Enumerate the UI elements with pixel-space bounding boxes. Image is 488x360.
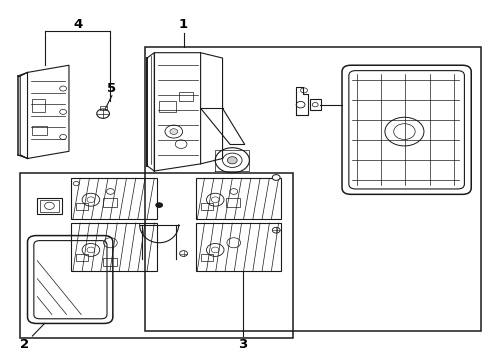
Text: 3: 3 [238, 338, 247, 351]
Bar [200, 253, 212, 261]
Bar [103, 198, 117, 207]
Polygon shape [200, 108, 229, 144]
Circle shape [155, 202, 163, 208]
Text: 4: 4 [73, 18, 82, 31]
Bar [200, 203, 212, 211]
Bar [71, 178, 157, 220]
Circle shape [169, 129, 177, 134]
Bar [144, 47, 480, 330]
Circle shape [272, 175, 280, 180]
Bar [195, 223, 281, 271]
Text: 5: 5 [107, 82, 116, 95]
Bar [76, 253, 88, 261]
Text: 1: 1 [179, 18, 188, 31]
Bar [178, 92, 193, 101]
Bar [103, 258, 117, 266]
Bar [100, 107, 107, 110]
Bar [71, 223, 157, 271]
Bar [159, 101, 176, 112]
Bar [32, 99, 44, 112]
Text: 2: 2 [20, 338, 29, 351]
Circle shape [227, 157, 237, 164]
Bar [76, 203, 88, 211]
Bar [310, 99, 321, 110]
Bar [40, 200, 59, 212]
Bar [32, 126, 47, 135]
Bar [37, 198, 61, 214]
Bar [226, 198, 240, 207]
Bar [195, 178, 281, 220]
Bar [20, 173, 293, 338]
